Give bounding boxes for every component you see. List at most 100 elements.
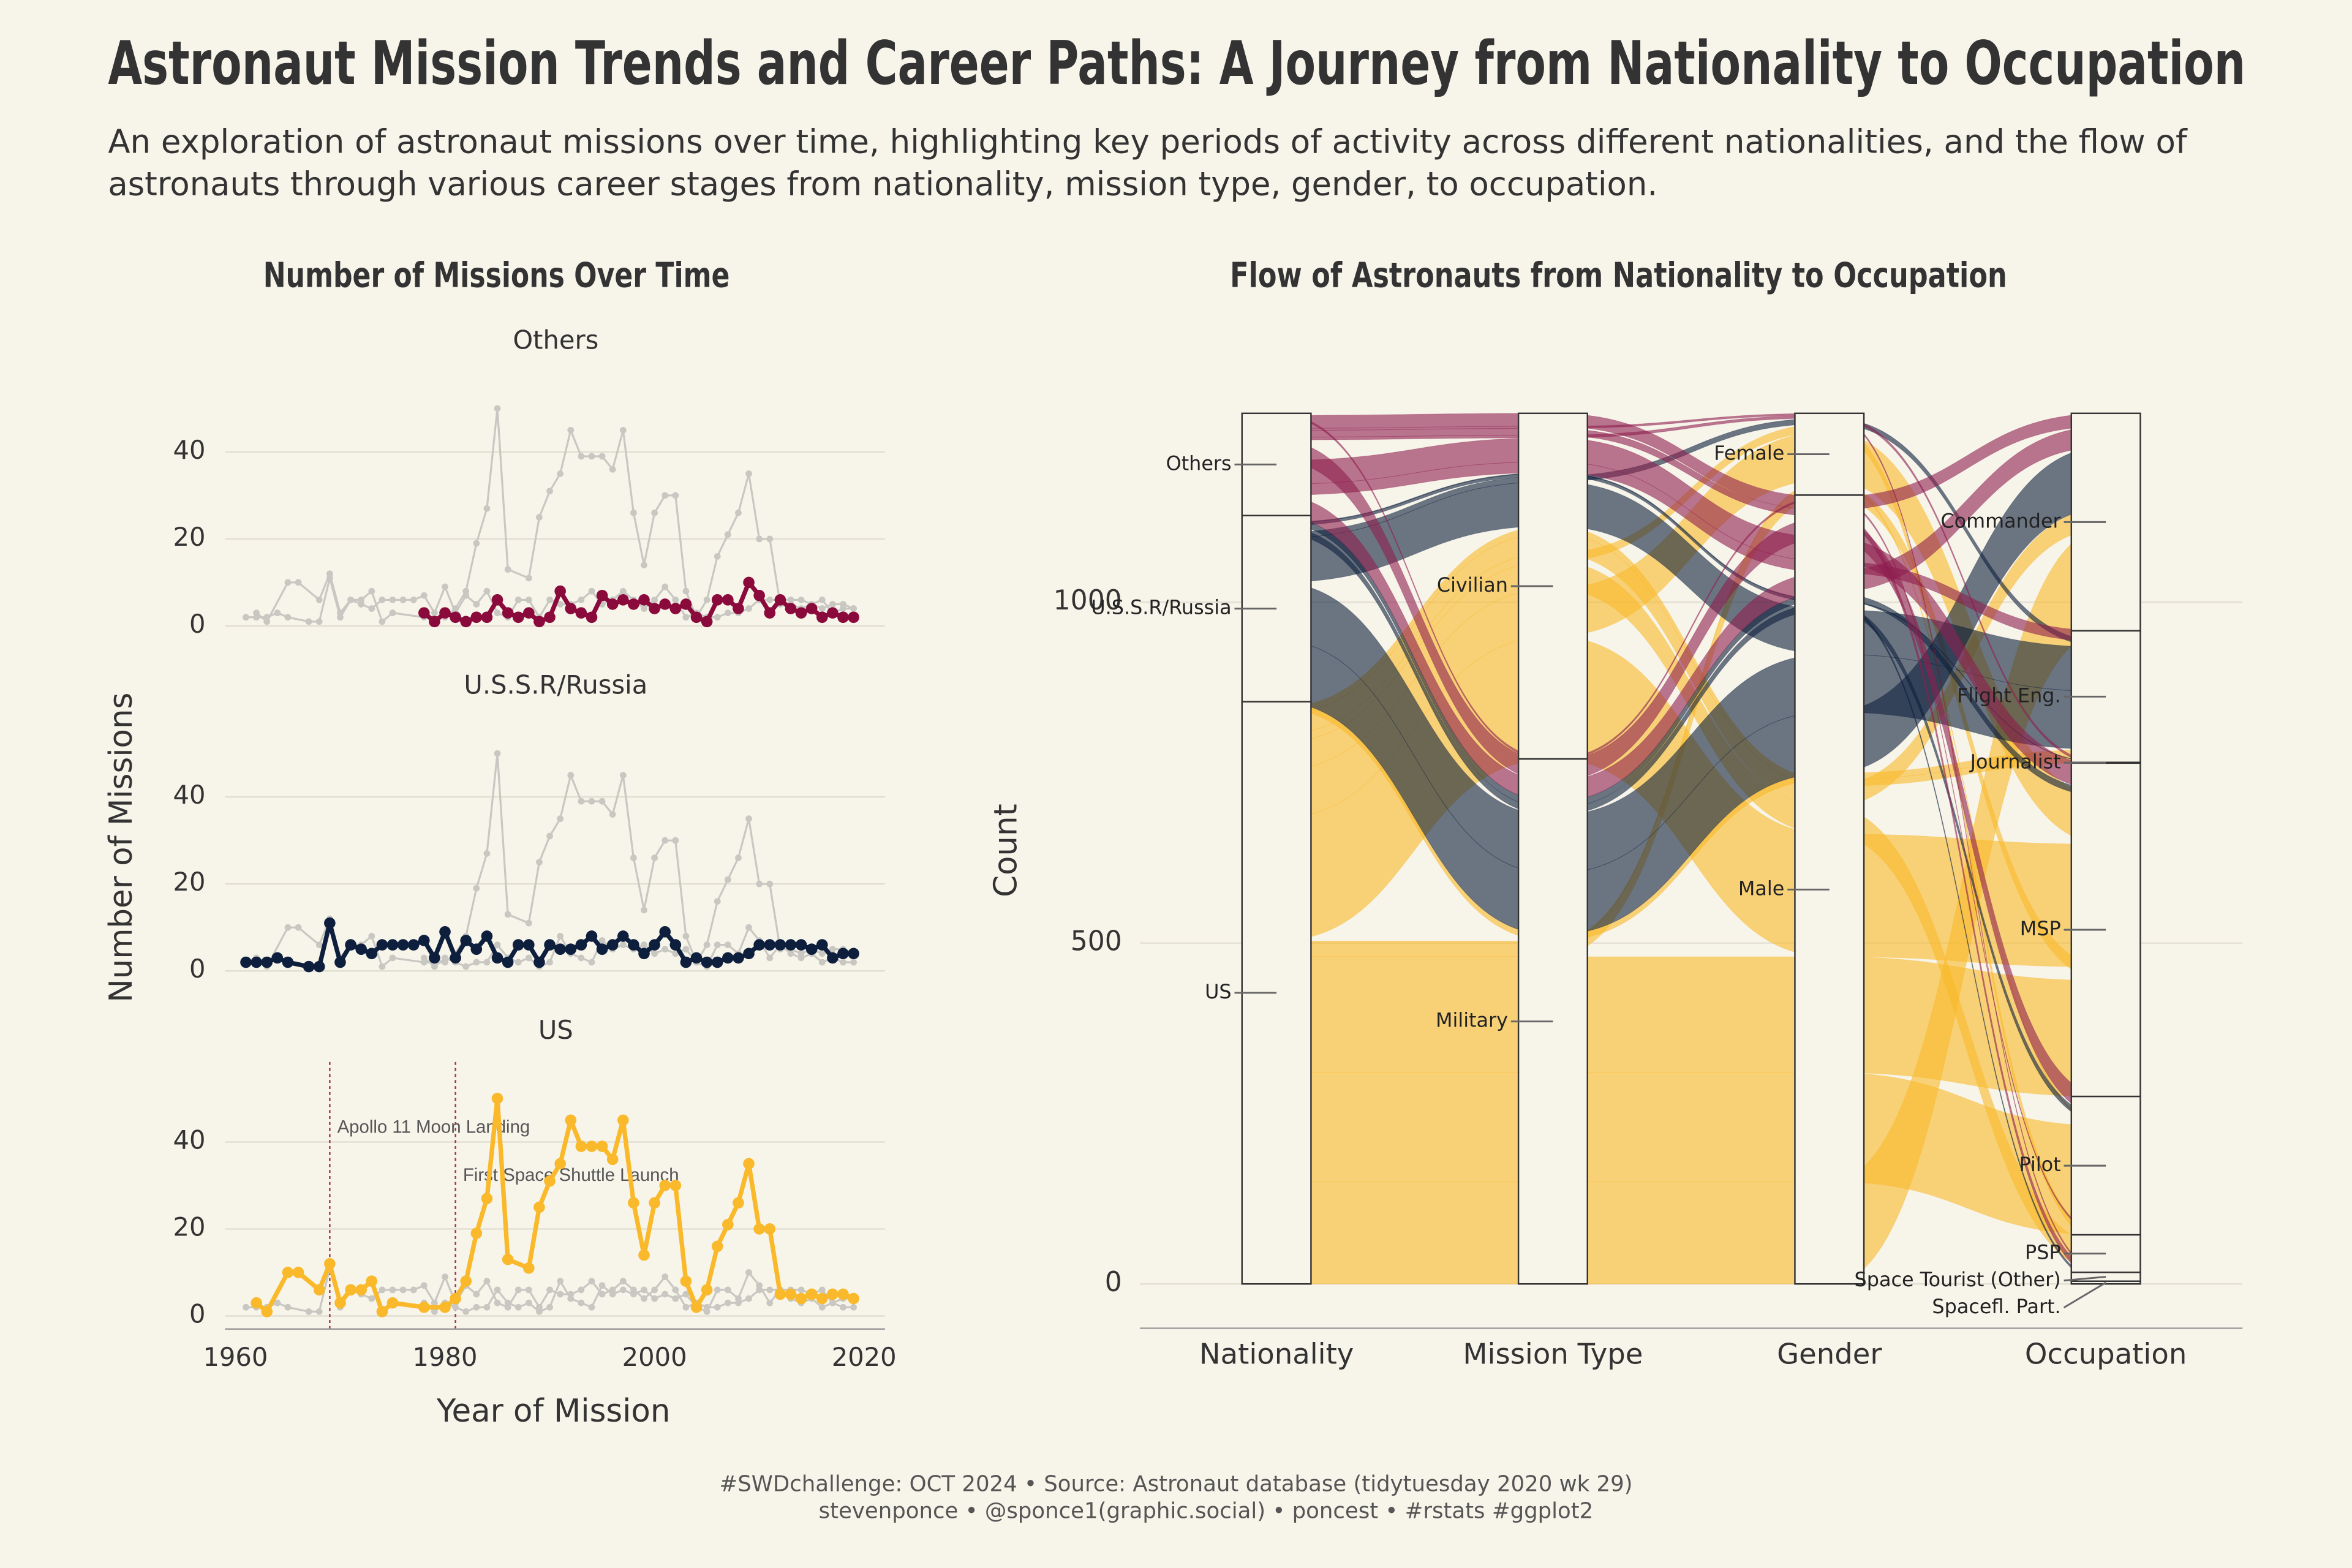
context-point [672, 837, 679, 844]
context-point [546, 488, 553, 495]
context-point [672, 492, 679, 499]
context-point [243, 1303, 249, 1311]
context-point [525, 954, 532, 962]
context-point [368, 933, 375, 940]
context-point [525, 1286, 532, 1294]
point [669, 939, 682, 951]
context-point [588, 587, 595, 595]
point [251, 956, 262, 968]
context-point [536, 1303, 543, 1311]
point [533, 1201, 545, 1213]
context-point [641, 605, 647, 612]
context-point [525, 919, 532, 927]
context-point [483, 1278, 491, 1285]
context-point [315, 1308, 323, 1315]
context-point [797, 596, 805, 603]
y-axis-title: Number of Missions [103, 693, 140, 1003]
context-line [255, 752, 854, 968]
context-point [714, 1303, 721, 1311]
context-point [462, 1308, 470, 1315]
point [324, 1257, 336, 1270]
x-tick-label: Gender [1777, 1337, 1882, 1370]
context-point [305, 1308, 312, 1315]
point [491, 1093, 503, 1104]
point [733, 952, 744, 964]
point [690, 1301, 703, 1313]
x-tick-label: 2000 [622, 1342, 687, 1372]
context-point [745, 815, 752, 823]
context-point [588, 1303, 595, 1311]
stratum-label: Commander [1940, 509, 2061, 532]
context-point [525, 596, 532, 603]
context-point [420, 592, 428, 599]
point [785, 1288, 797, 1300]
x-tick-label: 1960 [203, 1342, 268, 1372]
context-point [682, 1291, 690, 1298]
context-point [662, 492, 669, 499]
context-point [274, 1299, 281, 1306]
y-tick-label: 20 [173, 1212, 206, 1242]
point [261, 956, 273, 968]
point [596, 943, 608, 956]
context-point [305, 618, 312, 625]
context-point [682, 614, 690, 621]
point [827, 952, 839, 964]
context-point [619, 772, 627, 779]
stratum-label: Space Tourist (Other) [1855, 1268, 2061, 1291]
context-point [766, 1286, 774, 1294]
label-leader [2064, 1276, 2106, 1282]
stratum-label: Others [1166, 451, 1232, 475]
context-point [609, 466, 616, 473]
point [502, 956, 514, 968]
point [271, 952, 284, 964]
point [785, 603, 797, 614]
context-point [651, 950, 658, 957]
context-point [536, 514, 543, 521]
context-point [766, 596, 774, 603]
context-point [557, 933, 564, 940]
stratum-label: Female [1714, 442, 1784, 465]
context-point [514, 959, 522, 966]
context-point [368, 587, 375, 595]
context-point [703, 1303, 710, 1311]
point [533, 956, 545, 968]
context-point [619, 1286, 627, 1294]
context-point [766, 954, 774, 962]
point [450, 952, 461, 964]
point [638, 594, 650, 606]
point [282, 956, 294, 968]
point [439, 1301, 451, 1313]
flow-ribbon [1552, 1181, 1830, 1284]
context-point [347, 596, 354, 603]
point [491, 952, 503, 964]
point [669, 1180, 682, 1191]
context-point [504, 566, 511, 573]
point [418, 607, 430, 619]
point [795, 1292, 807, 1305]
point [376, 1306, 388, 1317]
facet-title: US [538, 1015, 573, 1045]
point [711, 594, 723, 606]
context-point [337, 609, 344, 617]
x-tick-label: 1980 [413, 1342, 478, 1372]
point [565, 603, 577, 614]
point [743, 948, 755, 960]
context-point [578, 1286, 585, 1294]
flow-ribbon [1276, 940, 1553, 944]
point [606, 598, 619, 610]
context-line [255, 407, 854, 623]
context-point [274, 609, 281, 617]
context-point [389, 609, 396, 617]
context-point [431, 1299, 438, 1306]
point [240, 956, 252, 968]
point [848, 611, 859, 624]
page-title: Astronaut Mission Trends and Career Path… [108, 29, 2245, 99]
context-point [546, 1286, 553, 1294]
context-point [410, 1286, 417, 1294]
stratum-label: PSP [2025, 1241, 2061, 1264]
point [586, 930, 598, 942]
context-point [651, 596, 658, 603]
context-point [818, 1286, 826, 1294]
